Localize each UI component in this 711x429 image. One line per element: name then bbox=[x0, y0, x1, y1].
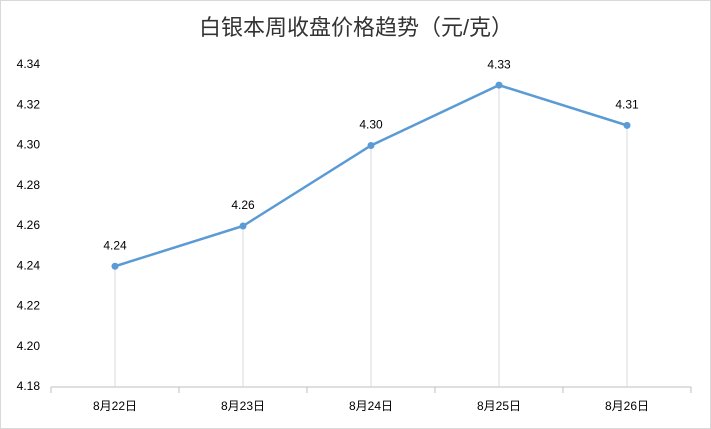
x-tick-label: 8月24日 bbox=[349, 399, 393, 413]
y-tick-label: 4.22 bbox=[17, 299, 41, 313]
y-tick-label: 4.34 bbox=[17, 57, 41, 71]
x-tick-label: 8月26日 bbox=[605, 399, 649, 413]
y-tick-label: 4.26 bbox=[17, 218, 41, 232]
chart-title: 白银本周收盘价格趋势（元/克） bbox=[199, 15, 513, 40]
point bbox=[111, 262, 119, 270]
x-tick-label: 8月25日 bbox=[477, 399, 521, 413]
data-label: 4.30 bbox=[359, 118, 383, 132]
data-label: 4.24 bbox=[103, 238, 127, 252]
y-tick-label: 4.30 bbox=[17, 138, 41, 152]
point bbox=[495, 81, 503, 89]
y-tick-label: 4.32 bbox=[17, 97, 41, 111]
data-label: 4.31 bbox=[615, 98, 639, 112]
y-tick-label: 4.28 bbox=[17, 178, 41, 192]
y-tick-label: 4.20 bbox=[17, 339, 41, 353]
x-tick-label: 8月23日 bbox=[221, 399, 265, 413]
y-tick-label: 4.24 bbox=[17, 258, 41, 272]
point bbox=[367, 142, 375, 149]
x-tick-label: 8月22日 bbox=[93, 399, 137, 413]
data-label: 4.26 bbox=[231, 198, 255, 212]
data-label: 4.33 bbox=[487, 57, 511, 71]
point bbox=[623, 121, 631, 129]
y-tick-label: 4.18 bbox=[17, 379, 41, 393]
point bbox=[239, 222, 247, 230]
